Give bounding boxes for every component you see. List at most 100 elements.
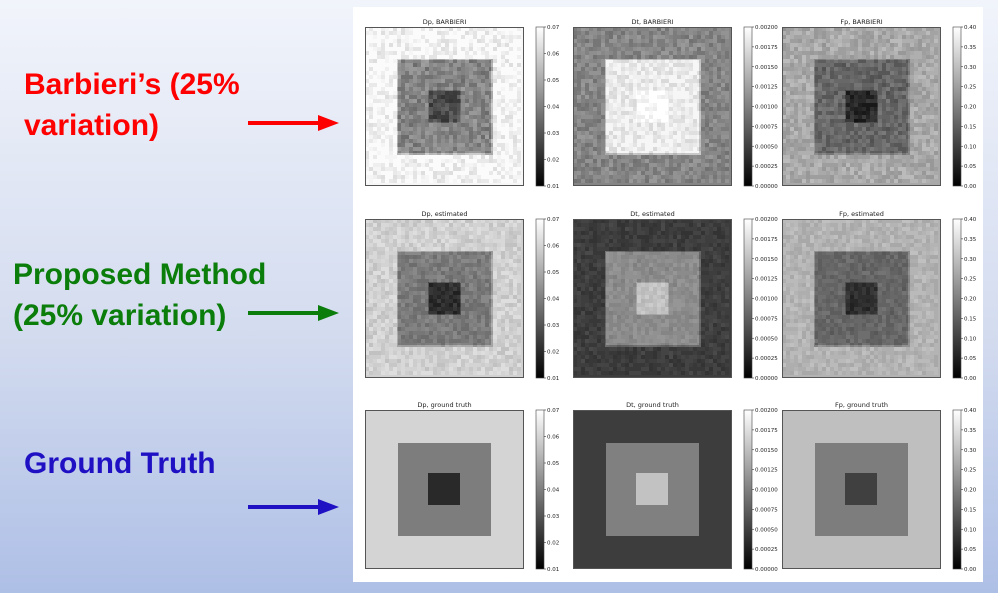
- panel-fp-estimated: Fp, estimated 0.40 0.35 0.30 0.25 0.20 0.15 0.1…: [782, 210, 977, 382]
- arrow-ground-truth-icon: [248, 499, 339, 515]
- colorbar-tick-label: 0.05: [547, 78, 560, 84]
- colorbar-tick-label: 0.07: [547, 408, 560, 414]
- panel-image: [573, 27, 732, 186]
- colorbar-tick-label: 0.01: [547, 184, 559, 190]
- colorbar: [743, 218, 753, 379]
- colorbar-tick-label: 0.00: [964, 567, 977, 573]
- colorbar-tick-label: 0.00: [964, 376, 977, 382]
- figure-svg: Dp, BARBIERI 0.07 0.06 0.05 0.04 0.03 0.02 0.01…: [365, 18, 977, 573]
- colorbar-tick-label: 0.00125: [755, 85, 778, 91]
- colorbar: [535, 218, 545, 379]
- colorbar-tick-label: 0.25: [964, 468, 977, 474]
- colorbar-tick-label: 0.00125: [755, 277, 778, 283]
- colorbar-tick-label: 0.00050: [755, 336, 778, 342]
- panel-dt-barbieri: Dt, BARBIERI 0.00200 0.00175 0.00150 0.00125…: [573, 18, 778, 190]
- colorbar-tick-label: 0.30: [964, 448, 977, 454]
- label-barbieri: Barbieri’s (25% variation): [24, 64, 240, 146]
- label-barbieri-line-2: variation): [24, 109, 160, 142]
- colorbar-tick-label: 0.04: [547, 105, 560, 111]
- colorbar-tick-label: 0.40: [964, 25, 977, 31]
- arrow-barbieri-icon: [248, 115, 339, 131]
- colorbar: [952, 218, 962, 379]
- colorbar-tick-label: 0.00050: [755, 527, 778, 533]
- colorbar-tick-label: 0.05: [547, 461, 560, 467]
- colorbar-tick-label: 0.07: [547, 25, 560, 31]
- colorbar-tick-label: 0.00175: [755, 428, 778, 434]
- label-proposed-line-2: (25% variation): [13, 299, 227, 332]
- colorbar-tick-label: 0.30: [964, 65, 977, 71]
- panel-image: [573, 410, 732, 569]
- colorbar-tick-label: 0.00075: [755, 507, 778, 513]
- colorbar-tick-label: 0.04: [547, 297, 560, 303]
- colorbar-tick-label: 0.00025: [755, 547, 778, 553]
- colorbar-tick-label: 0.00025: [755, 164, 778, 170]
- panel-dp-ground-truth: Dp, ground truth 0.07 0.06 0.05 0.04 0.03 0.02…: [365, 401, 560, 573]
- panel-dt-estimated: Dt, estimated 0.00200 0.00175 0.00150 0.0012…: [573, 210, 778, 382]
- colorbar-tick-label: 0.05: [964, 356, 977, 362]
- colorbar-tick-label: 0.00100: [755, 297, 778, 303]
- colorbar-tick-label: 0.00025: [755, 356, 778, 362]
- colorbar-tick-label: 0.15: [964, 124, 977, 130]
- colorbar-tick-label: 0.00100: [755, 488, 778, 494]
- colorbar-tick-label: 0.00200: [755, 217, 778, 223]
- panel-image: [573, 219, 732, 378]
- panel-dp-barbieri: Dp, BARBIERI 0.07 0.06 0.05 0.04 0.03 0.02 0.01: [365, 18, 560, 190]
- colorbar-tick-label: 0.00000: [755, 184, 778, 190]
- panel-title: Dt, ground truth: [626, 401, 679, 409]
- arrow-proposed-icon: [248, 305, 339, 321]
- panel-image: [782, 27, 941, 186]
- colorbar-tick-label: 0.06: [547, 435, 560, 441]
- colorbar-tick-label: 0.00175: [755, 45, 778, 51]
- colorbar-tick-label: 0.20: [964, 105, 977, 111]
- panel-image: [782, 410, 941, 569]
- colorbar-tick-label: 0.15: [964, 316, 977, 322]
- label-ground-truth: Ground Truth: [24, 443, 216, 484]
- colorbar: [743, 409, 753, 570]
- colorbar-tick-label: 0.02: [547, 158, 559, 164]
- colorbar-tick-label: 0.00150: [755, 65, 778, 71]
- colorbar-tick-label: 0.35: [964, 237, 977, 243]
- panel-title: Fp, BARBIERI: [840, 18, 882, 26]
- colorbar-tick-label: 0.06: [547, 244, 560, 250]
- colorbar-tick-label: 0.00200: [755, 25, 778, 31]
- colorbar-tick-label: 0.20: [964, 297, 977, 303]
- colorbar-tick-label: 0.15: [964, 507, 977, 513]
- colorbar-tick-label: 0.03: [547, 514, 560, 520]
- colorbar: [952, 409, 962, 570]
- panel-title: Dp, BARBIERI: [423, 18, 467, 26]
- colorbar-tick-label: 0.40: [964, 408, 977, 414]
- colorbar-tick-label: 0.02: [547, 350, 559, 356]
- colorbar-tick-label: 0.00000: [755, 376, 778, 382]
- colorbar-tick-label: 0.40: [964, 217, 977, 223]
- panel-title: Dt, estimated: [630, 210, 674, 218]
- colorbar-tick-label: 0.25: [964, 85, 977, 91]
- colorbar-tick-label: 0.04: [547, 488, 560, 494]
- panel-image: [365, 219, 524, 378]
- colorbar-tick-label: 0.00150: [755, 448, 778, 454]
- colorbar: [952, 26, 962, 187]
- panel-image: [365, 27, 524, 186]
- colorbar-tick-label: 0.00: [964, 184, 977, 190]
- panel-image: [365, 410, 524, 569]
- colorbar-tick-label: 0.00050: [755, 144, 778, 150]
- colorbar: [535, 26, 545, 187]
- colorbar-tick-label: 0.05: [964, 164, 977, 170]
- panel-title: Dp, estimated: [422, 210, 468, 218]
- colorbar-tick-label: 0.00075: [755, 316, 778, 322]
- colorbar-tick-label: 0.05: [964, 547, 977, 553]
- colorbar-tick-label: 0.00000: [755, 567, 778, 573]
- colorbar-tick-label: 0.00175: [755, 237, 778, 243]
- colorbar: [535, 409, 545, 570]
- colorbar-tick-label: 0.06: [547, 52, 560, 58]
- label-barbieri-line-1: Barbieri’s (25%: [24, 68, 240, 101]
- colorbar-tick-label: 0.00200: [755, 408, 778, 414]
- panel-title: Fp, ground truth: [835, 401, 888, 409]
- colorbar-tick-label: 0.01: [547, 567, 559, 573]
- colorbar-tick-label: 0.10: [964, 144, 977, 150]
- colorbar-tick-label: 0.10: [964, 527, 977, 533]
- colorbar-tick-label: 0.00125: [755, 468, 778, 474]
- panel-fp-barbieri: Fp, BARBIERI 0.40 0.35 0.30 0.25 0.20 0.15 0.10…: [782, 18, 977, 190]
- panel-title: Dp, ground truth: [417, 401, 471, 409]
- colorbar-tick-label: 0.03: [547, 323, 560, 329]
- panel-title: Dt, BARBIERI: [631, 18, 673, 26]
